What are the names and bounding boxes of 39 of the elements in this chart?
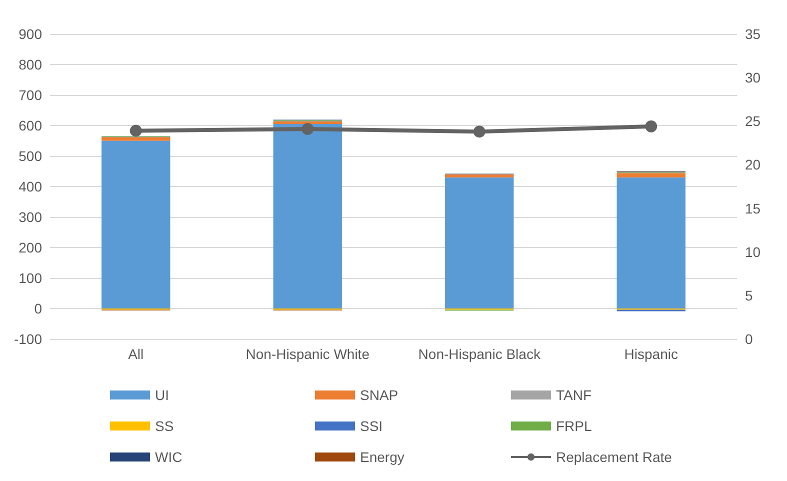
x-tick-label: All <box>128 346 144 362</box>
bar <box>616 173 686 178</box>
legend-label: Replacement Rate <box>556 449 672 465</box>
bar <box>273 124 342 308</box>
bar <box>616 177 686 308</box>
legend-label: WIC <box>155 449 182 465</box>
y-tick-label: 700 <box>18 87 42 103</box>
legend-label: Energy <box>360 449 404 465</box>
x-tick-label: Non-Hispanic Black <box>418 346 542 362</box>
y2-tick-label: 35 <box>745 26 761 42</box>
legend-label: FRPL <box>556 418 592 434</box>
y2-tick-label: 25 <box>745 113 761 130</box>
y-tick-label: -100 <box>14 331 42 347</box>
legend-label: UI <box>155 387 169 403</box>
y-tick-label: 800 <box>18 56 42 72</box>
y-tick-label: 400 <box>18 178 42 194</box>
y2-tick-label: 20 <box>745 156 761 173</box>
y-tick-label: 900 <box>18 26 42 42</box>
y-tick-label: 600 <box>18 118 42 134</box>
x-tick-label: Hispanic <box>624 346 678 362</box>
y-tick-label: 500 <box>18 148 42 164</box>
bar <box>102 140 170 308</box>
legend-label: SSI <box>360 418 383 434</box>
legend-label: SNAP <box>360 387 398 403</box>
bar <box>102 137 170 141</box>
y-tick-label: 200 <box>18 240 42 256</box>
y-tick-label: 100 <box>18 270 42 286</box>
legend-label: TANF <box>556 387 592 403</box>
bar <box>445 174 514 178</box>
y-tick-label: 0 <box>34 300 42 316</box>
y-tick-label: 300 <box>18 209 42 225</box>
x-tick-label: Non-Hispanic White <box>246 346 370 362</box>
y2-tick-label: 30 <box>745 70 761 86</box>
y2-tick-label: 5 <box>745 287 753 304</box>
legend-label: SS <box>155 418 174 434</box>
bar <box>445 177 514 308</box>
y2-tick-label: 0 <box>745 331 753 347</box>
y2-tick-label: 10 <box>745 244 761 260</box>
y2-tick-label: 15 <box>745 200 761 216</box>
